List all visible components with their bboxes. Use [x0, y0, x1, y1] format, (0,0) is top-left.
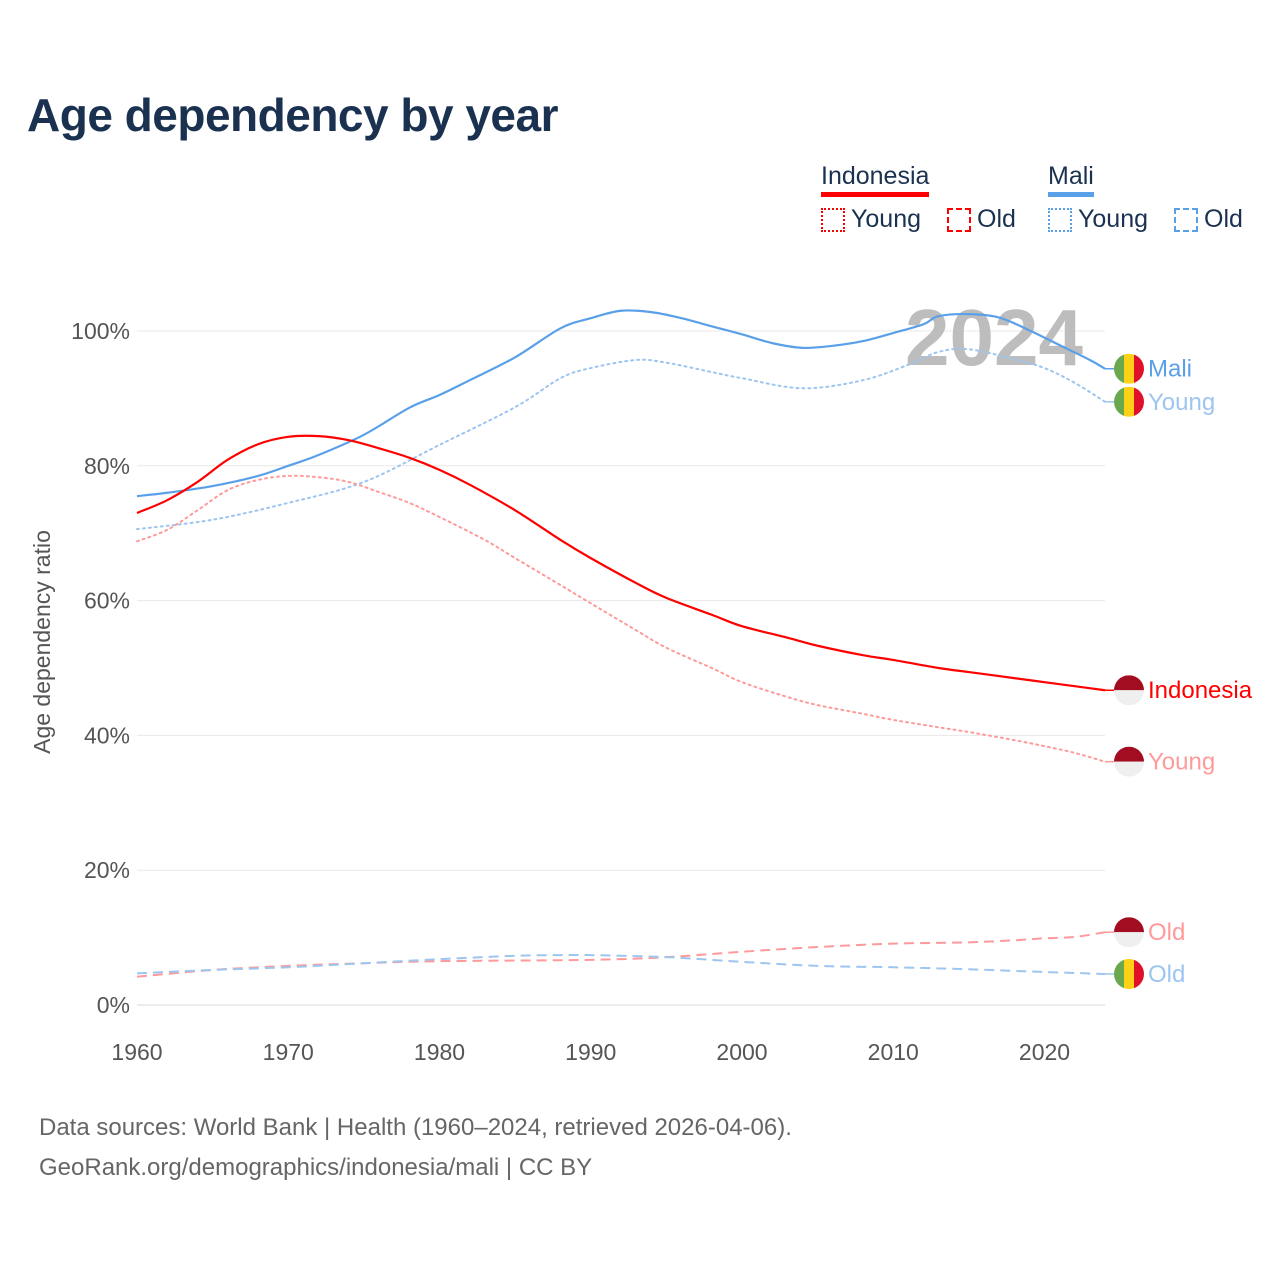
- y-tick-label: 40%: [84, 722, 130, 748]
- indonesia-flag-icon: [1114, 675, 1144, 706]
- legend-country-indonesia[interactable]: Indonesia: [821, 162, 930, 197]
- end-label: Young: [1148, 389, 1215, 416]
- dashed-swatch-icon: [947, 207, 971, 232]
- source-line-1: Data sources: World Bank | Health (1960–…: [39, 1114, 792, 1141]
- dashed-swatch-icon: [1174, 207, 1198, 232]
- end-label: Old: [1148, 919, 1185, 946]
- indonesia-flag-icon: [1114, 746, 1144, 777]
- mali-flag-icon: [1114, 386, 1144, 417]
- x-tick-label: 2010: [868, 1039, 919, 1065]
- x-tick-label: 2000: [716, 1039, 767, 1065]
- mali-flag-icon: [1114, 353, 1144, 384]
- source-note: Data sources: World Bank | Health (1960–…: [39, 1108, 792, 1188]
- source-line-2[interactable]: GeoRank.org/demographics/indonesia/mali …: [39, 1154, 593, 1181]
- end-label: Mali: [1148, 356, 1192, 383]
- legend-item-mali-young[interactable]: Young: [1078, 205, 1148, 233]
- x-tick-label: 2020: [1019, 1039, 1070, 1065]
- series-line-mali-young[interactable]: [136, 347, 1106, 531]
- y-axis-label: Age dependency ratio: [29, 530, 55, 754]
- series-line-indonesia-young[interactable]: [136, 474, 1106, 763]
- indonesia-flag-icon: [1114, 917, 1144, 948]
- dotted-swatch-icon: [1048, 207, 1072, 232]
- x-tick-label: 1970: [263, 1039, 314, 1065]
- end-label: Old: [1148, 961, 1185, 988]
- y-tick-label: 60%: [84, 588, 130, 614]
- legend-country-mali[interactable]: Mali: [1048, 162, 1094, 197]
- legend-item-indonesia-young[interactable]: Young: [851, 205, 921, 233]
- legend-group-indonesia[interactable]: Indonesia Young Old: [821, 162, 1016, 234]
- legend-item-indonesia-old[interactable]: Old: [977, 205, 1016, 233]
- series-line-mali[interactable]: [136, 309, 1106, 498]
- y-tick-label: 100%: [71, 318, 130, 344]
- y-tick-label: 80%: [84, 453, 130, 479]
- legend-item-mali-old[interactable]: Old: [1204, 205, 1243, 233]
- series-line-indonesia-old[interactable]: [136, 931, 1106, 978]
- x-tick-label: 1960: [111, 1039, 162, 1065]
- series-line-mali-old[interactable]: [136, 953, 1106, 975]
- y-tick-label: 0%: [97, 992, 130, 1018]
- chart-title: Age dependency by year: [27, 89, 558, 141]
- dotted-swatch-icon: [821, 207, 845, 232]
- end-label: Young: [1148, 749, 1215, 776]
- series-line-indonesia[interactable]: [136, 434, 1106, 692]
- end-label: Indonesia: [1148, 677, 1253, 704]
- legend-group-mali[interactable]: Mali Young Old: [1048, 162, 1243, 234]
- year-watermark: 2024: [905, 293, 1083, 382]
- x-tick-label: 1990: [565, 1039, 616, 1065]
- x-tick-label: 1980: [414, 1039, 465, 1065]
- y-tick-label: 20%: [84, 857, 130, 883]
- mali-flag-icon: [1114, 958, 1144, 989]
